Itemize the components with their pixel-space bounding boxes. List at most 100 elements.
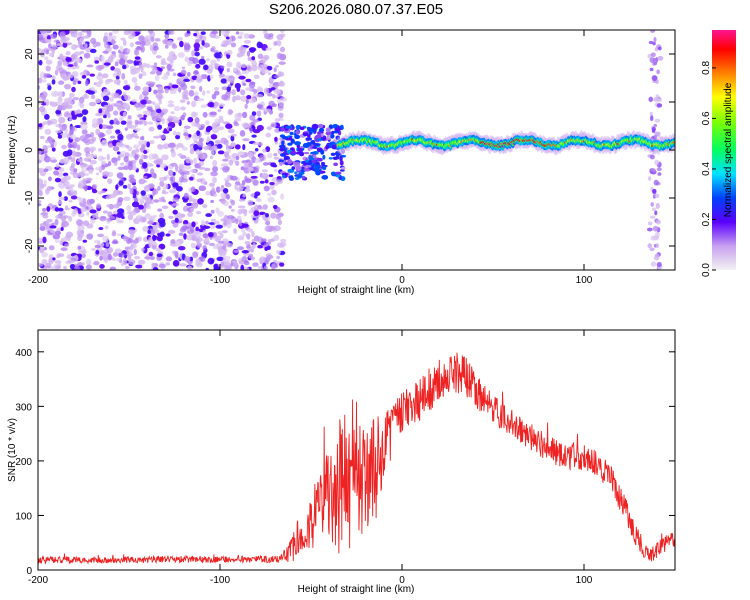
- spectrogram-cell: [38, 263, 44, 267]
- spectrogram-cell: [266, 254, 274, 260]
- spectrogram-cell: [221, 230, 228, 234]
- spectrogram-cell: [276, 33, 284, 41]
- spectrogram-cell: [255, 93, 264, 98]
- spectrogram-cell: [92, 183, 98, 189]
- spectrogram-cell: [656, 262, 662, 268]
- spectrogram-cell: [172, 197, 180, 203]
- spectrogram-cell: [72, 80, 77, 86]
- spectrogram-cell: [193, 32, 198, 37]
- spectrogram-cell: [202, 229, 206, 235]
- spectrogram-cell: [43, 168, 49, 172]
- spectrogram-cell: [205, 58, 211, 62]
- spectrogram-cell: [278, 71, 285, 77]
- spectrogram-cell: [77, 80, 82, 85]
- spectrogram-cell: [274, 136, 278, 142]
- spectrogram-cell: [656, 103, 663, 108]
- spectrogram-cell: [166, 64, 172, 71]
- spectrogram-cell: [265, 220, 271, 226]
- spectrogram-cell: [101, 73, 109, 79]
- spectrogram-cell: [268, 174, 274, 178]
- spectrogram-cell: [321, 174, 329, 180]
- spectrogram-cell: [107, 253, 112, 261]
- spectrogram-cell: [73, 207, 78, 215]
- spectrogram-cell: [126, 205, 132, 212]
- spectrogram-cell: [128, 259, 136, 266]
- spectrogram-cell: [132, 194, 137, 199]
- spectrogram-cell: [226, 86, 231, 92]
- spectrogram-cell: [191, 100, 197, 108]
- spectrogram-cell: [154, 37, 161, 42]
- spectrogram-cell: [90, 48, 97, 54]
- spectrogram-cell: [137, 114, 142, 118]
- spectrogram-cell: [44, 153, 48, 159]
- spectrogram-cell: [140, 135, 145, 141]
- spectrogram-cell: [110, 135, 116, 139]
- spectrogram-cell: [54, 69, 59, 76]
- spectrogram-cell: [63, 266, 67, 270]
- spectrogram-cell: [253, 74, 260, 79]
- spectrogram-cell: [190, 186, 196, 193]
- spectrogram-cell: [273, 75, 280, 79]
- spectrogram-cell: [142, 62, 148, 68]
- spectrogram-cell: [277, 242, 285, 248]
- spectrogram-cell: [202, 203, 208, 209]
- spectrogram-cell: [191, 111, 197, 118]
- spectrogram-cell: [260, 238, 267, 243]
- spectrogram-cell: [322, 154, 326, 160]
- spectrogram-cell: [152, 234, 156, 242]
- spectrogram-cell: [192, 70, 200, 75]
- spectrogram-cell: [164, 87, 169, 94]
- spectrogram-cell: [81, 74, 87, 79]
- spectrogram-cell: [148, 153, 155, 160]
- spectrogram-cell: [652, 225, 659, 232]
- spectrogram-cell: [218, 73, 226, 78]
- spectrogram-ytick-label: -10: [24, 190, 35, 205]
- spectrogram-cell: [230, 142, 236, 147]
- spectrogram-cell: [252, 142, 260, 146]
- spectrogram-cell: [40, 79, 47, 83]
- spectrogram-cell: [67, 259, 75, 264]
- spectrogram-cell: [168, 30, 174, 35]
- spectrogram-cell: [294, 134, 301, 140]
- spectrogram-cell: [118, 180, 124, 186]
- spectrogram-cell: [318, 128, 325, 133]
- spectrogram-cell: [203, 42, 210, 48]
- spectrogram-cell: [230, 199, 236, 206]
- spectrogram-cell: [112, 30, 119, 34]
- spectrogram-cell: [72, 171, 79, 179]
- spectrogram-cell: [69, 125, 75, 132]
- spectrogram-cell: [198, 153, 204, 158]
- spectrogram-cell: [262, 204, 268, 210]
- spectrogram-cell: [195, 261, 203, 268]
- spectrogram-cell: [276, 52, 283, 60]
- spectrogram-cell: [219, 68, 223, 75]
- spectrogram-cell: [61, 144, 67, 150]
- spectrogram-cell: [60, 72, 68, 80]
- spectrogram-cell: [177, 246, 186, 251]
- colorbar-tick-label: 0.2: [701, 212, 712, 226]
- spectrogram-cell: [248, 210, 254, 214]
- spectrogram-cell: [153, 62, 158, 66]
- spectrogram-cell: [187, 265, 193, 270]
- spectrogram-cell: [97, 147, 103, 152]
- spectrogram-cell: [263, 265, 268, 270]
- spectrogram-cell: [241, 122, 249, 129]
- spectrogram-cell: [291, 166, 296, 170]
- spectrogram-cell: [144, 256, 151, 260]
- spectrogram-cell: [287, 168, 295, 174]
- spectrogram-cell: [294, 141, 302, 146]
- spectrogram-cell: [213, 193, 217, 197]
- spectrogram-cell: [99, 263, 105, 269]
- spectrogram-cell: [233, 122, 240, 127]
- spectrogram-cell: [122, 102, 130, 109]
- spectrogram-cell: [127, 183, 132, 190]
- spectrogram-cell: [123, 30, 131, 36]
- spectrogram-image: [38, 30, 675, 270]
- spectrogram-cell: [217, 210, 224, 217]
- spectrogram-cell: [143, 149, 148, 155]
- spectrogram-cell: [197, 75, 202, 79]
- spectrogram-cell: [88, 146, 97, 152]
- spectrogram-cell: [82, 249, 87, 254]
- spectrogram-cell: [181, 146, 188, 151]
- spectrogram-cell: [247, 200, 254, 206]
